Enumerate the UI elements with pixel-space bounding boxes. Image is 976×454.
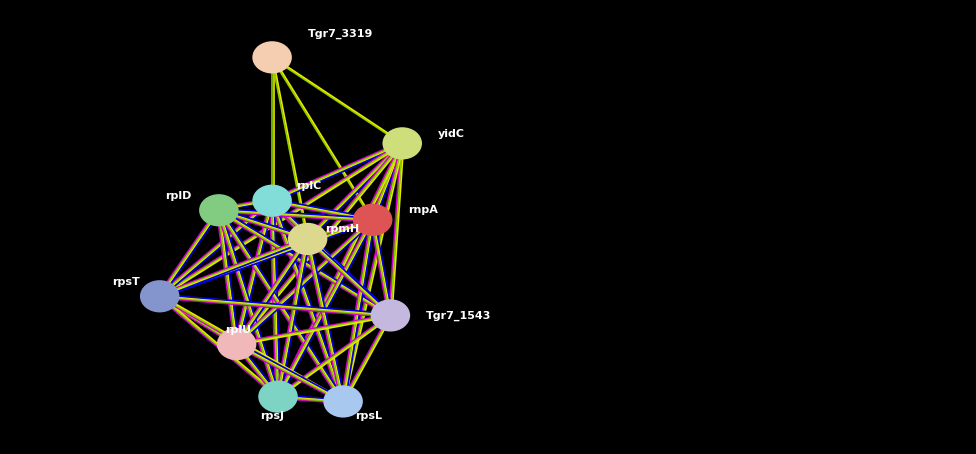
Text: rpmH: rpmH (325, 224, 359, 234)
Circle shape (259, 381, 297, 412)
Text: rplC: rplC (296, 182, 321, 192)
Text: rplU: rplU (224, 325, 251, 335)
Text: rpsJ: rpsJ (261, 411, 284, 421)
Circle shape (384, 128, 422, 158)
Circle shape (253, 42, 291, 73)
Circle shape (353, 205, 391, 235)
Circle shape (289, 224, 327, 254)
Text: rpsT: rpsT (112, 277, 141, 287)
Text: Tgr7_3319: Tgr7_3319 (307, 28, 373, 39)
Text: rplD: rplD (166, 191, 192, 201)
Circle shape (141, 281, 179, 311)
Circle shape (324, 386, 362, 417)
Text: Tgr7_1543: Tgr7_1543 (426, 310, 491, 321)
Text: rpsL: rpsL (355, 411, 382, 421)
Circle shape (218, 329, 256, 360)
Circle shape (253, 185, 291, 216)
Circle shape (372, 300, 409, 331)
Text: rnpA: rnpA (408, 205, 438, 215)
Text: yidC: yidC (437, 129, 465, 139)
Circle shape (200, 195, 238, 226)
